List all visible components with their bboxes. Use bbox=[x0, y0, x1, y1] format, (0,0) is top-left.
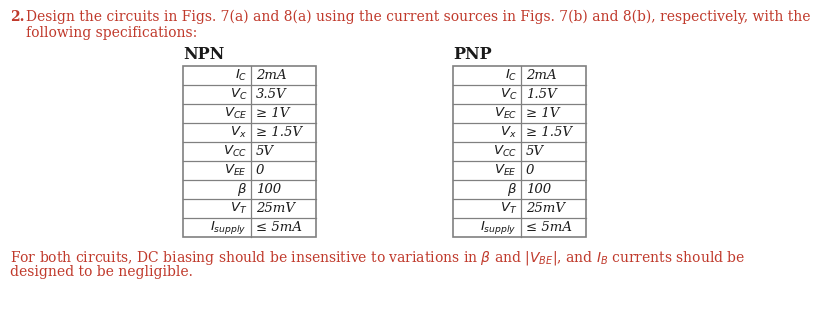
Text: For both circuits, DC biasing should be insensitive to variations in $\beta$ and: For both circuits, DC biasing should be … bbox=[10, 249, 745, 267]
Text: ≥ 1.5V: ≥ 1.5V bbox=[526, 126, 572, 139]
Text: 2.: 2. bbox=[10, 10, 25, 24]
Text: PNP: PNP bbox=[453, 46, 492, 63]
Text: ≥ 1V: ≥ 1V bbox=[526, 107, 559, 120]
Text: $V_{CE}$: $V_{CE}$ bbox=[224, 106, 247, 121]
Text: 100: 100 bbox=[256, 183, 281, 196]
Text: $V_T$: $V_T$ bbox=[229, 201, 247, 216]
Text: 2mA: 2mA bbox=[526, 69, 557, 82]
Text: 100: 100 bbox=[526, 183, 551, 196]
Text: $V_{EE}$: $V_{EE}$ bbox=[224, 163, 247, 178]
Text: ≥ 1V: ≥ 1V bbox=[256, 107, 290, 120]
Text: $V_C$: $V_C$ bbox=[229, 87, 247, 102]
Text: 2mA: 2mA bbox=[256, 69, 286, 82]
Text: 3.5V: 3.5V bbox=[256, 88, 286, 101]
Text: 1.5V: 1.5V bbox=[526, 88, 557, 101]
Text: $\beta$: $\beta$ bbox=[507, 181, 517, 198]
Text: 5V: 5V bbox=[526, 145, 544, 158]
Text: designed to be negligible.: designed to be negligible. bbox=[10, 265, 193, 279]
Text: 25mV: 25mV bbox=[256, 202, 295, 215]
Text: ≥ 1.5V: ≥ 1.5V bbox=[256, 126, 302, 139]
Text: 0: 0 bbox=[256, 164, 264, 177]
Text: $\beta$: $\beta$ bbox=[237, 181, 247, 198]
Text: $V_T$: $V_T$ bbox=[500, 201, 517, 216]
Text: $I_{supply}$: $I_{supply}$ bbox=[480, 219, 517, 236]
Text: $V_x$: $V_x$ bbox=[230, 125, 247, 140]
Text: $I_C$: $I_C$ bbox=[505, 68, 517, 83]
Text: $V_{CC}$: $V_{CC}$ bbox=[493, 144, 517, 159]
Text: $V_x$: $V_x$ bbox=[501, 125, 517, 140]
Text: $V_C$: $V_C$ bbox=[499, 87, 517, 102]
Text: 25mV: 25mV bbox=[526, 202, 565, 215]
Text: $V_{EC}$: $V_{EC}$ bbox=[493, 106, 517, 121]
Text: following specifications:: following specifications: bbox=[26, 26, 197, 40]
Bar bbox=[453, 66, 586, 237]
Text: ≤ 5mA: ≤ 5mA bbox=[526, 221, 572, 234]
Text: $I_{supply}$: $I_{supply}$ bbox=[210, 219, 247, 236]
Text: $I_C$: $I_C$ bbox=[234, 68, 247, 83]
Text: $V_{CC}$: $V_{CC}$ bbox=[223, 144, 247, 159]
Bar bbox=[183, 66, 316, 237]
Text: NPN: NPN bbox=[183, 46, 224, 63]
Text: ≤ 5mA: ≤ 5mA bbox=[256, 221, 302, 234]
Text: 5V: 5V bbox=[256, 145, 274, 158]
Text: 0: 0 bbox=[526, 164, 535, 177]
Text: $V_{EE}$: $V_{EE}$ bbox=[494, 163, 517, 178]
Text: Design the circuits in Figs. 7(a) and 8(a) using the current sources in Figs. 7(: Design the circuits in Figs. 7(a) and 8(… bbox=[26, 10, 810, 24]
